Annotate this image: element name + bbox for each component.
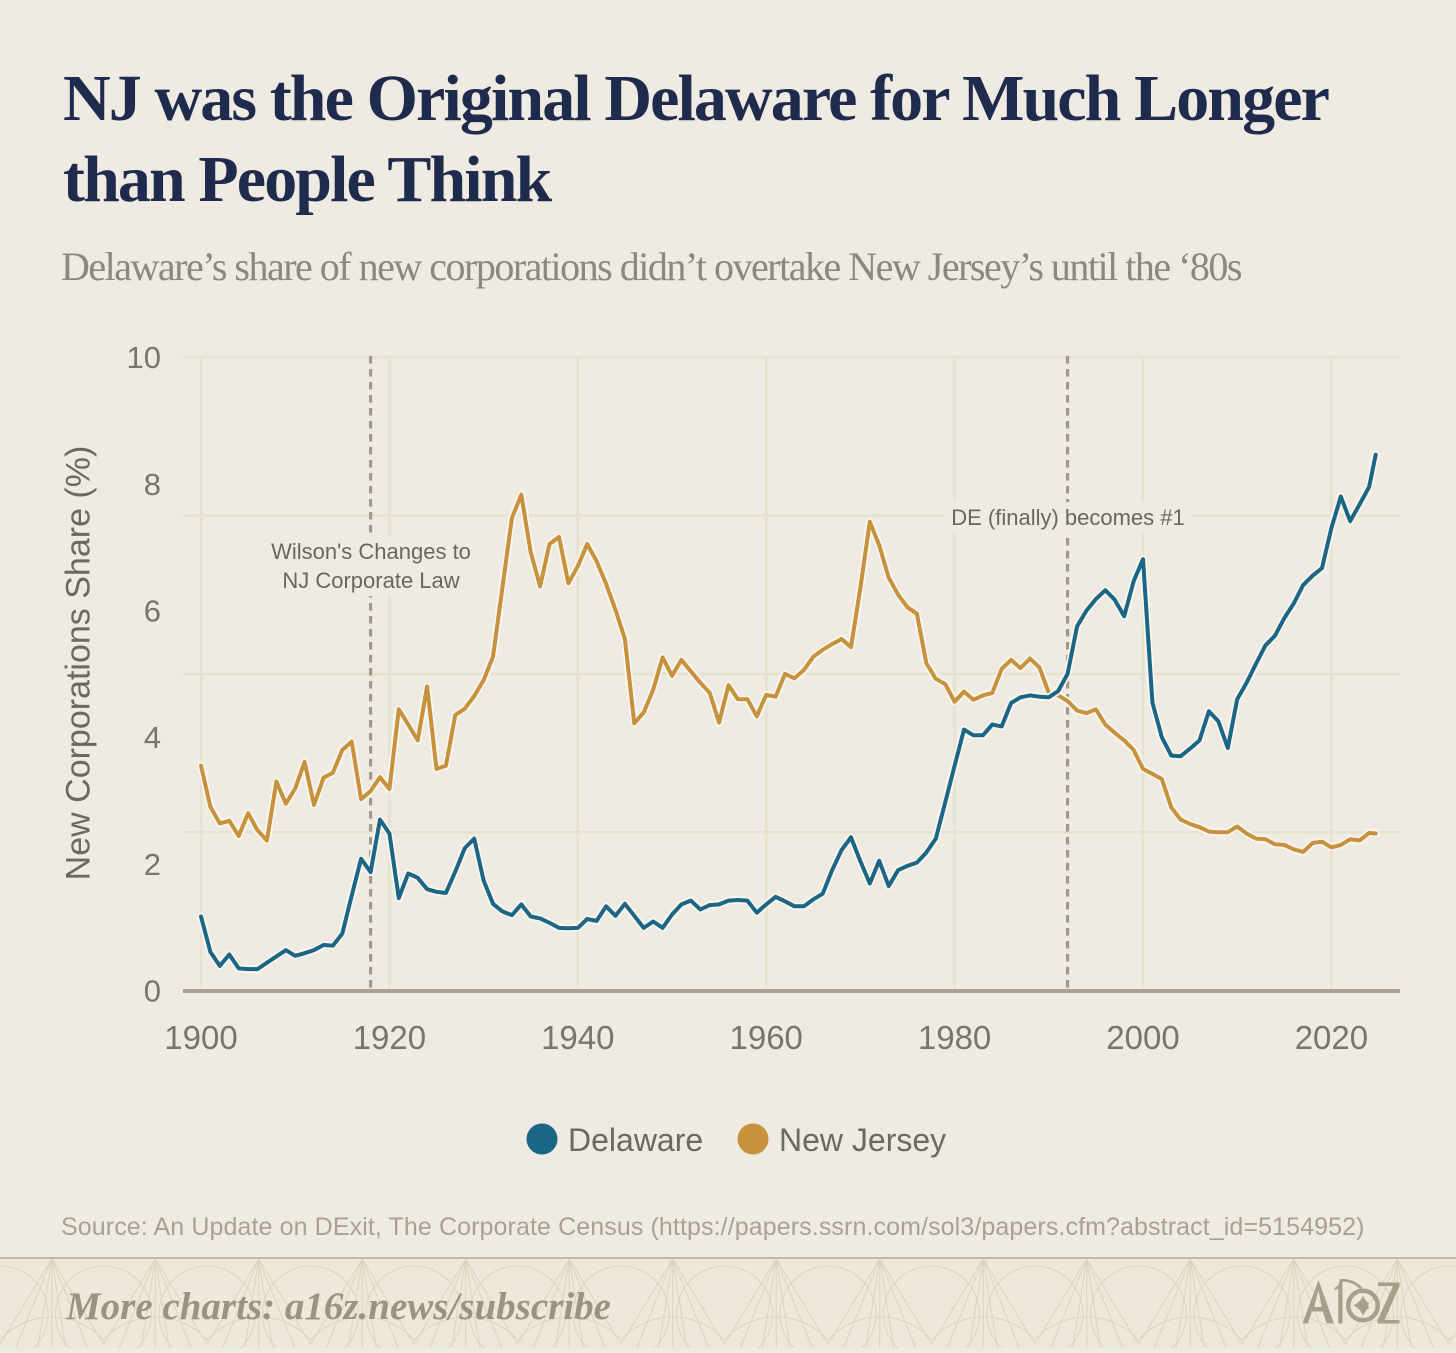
svg-text:Delaware: Delaware <box>568 1122 703 1158</box>
svg-text:4: 4 <box>144 720 161 755</box>
svg-text:1960: 1960 <box>729 1019 802 1056</box>
svg-text:1980: 1980 <box>918 1019 991 1056</box>
svg-text:1900: 1900 <box>164 1019 237 1056</box>
svg-text:New Corporations Share (%): New Corporations Share (%) <box>60 446 98 881</box>
svg-text:New Jersey: New Jersey <box>779 1122 946 1158</box>
svg-text:Wilson's Changes to: Wilson's Changes to <box>271 539 471 564</box>
svg-text:6: 6 <box>144 594 161 629</box>
svg-text:DE (finally) becomes #1: DE (finally) becomes #1 <box>951 505 1185 530</box>
svg-text:1940: 1940 <box>541 1019 614 1056</box>
svg-text:2000: 2000 <box>1106 1019 1179 1056</box>
svg-text:2: 2 <box>144 847 161 882</box>
svg-text:NJ Corporate Law: NJ Corporate Law <box>282 568 459 593</box>
svg-text:1920: 1920 <box>353 1019 426 1056</box>
svg-text:8: 8 <box>144 467 161 502</box>
svg-text:0: 0 <box>144 974 161 1009</box>
svg-text:2020: 2020 <box>1295 1019 1368 1056</box>
svg-text:10: 10 <box>127 340 161 375</box>
